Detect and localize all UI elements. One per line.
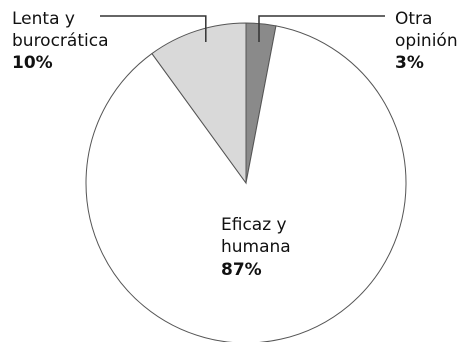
leader-lines	[100, 15, 385, 42]
label-otra-opinion: Otra opinión 3%	[395, 9, 458, 73]
pie-slice-eficaz-y-humana	[85, 25, 407, 342]
label-lenta-value: 10%	[12, 53, 53, 73]
pie-slices	[85, 22, 407, 342]
label-eficaz-value: 87%	[221, 260, 262, 280]
label-otra-opinion-line1: Otra	[395, 9, 432, 29]
label-eficaz-humana: Eficaz y humana 87%	[221, 215, 291, 280]
leader-line-otra-opinion	[258, 15, 385, 42]
label-lenta-line1: Lenta y	[12, 9, 75, 29]
label-otra-opinion-line2: opinión	[395, 31, 458, 51]
label-eficaz-line1: Eficaz y	[221, 215, 287, 235]
pie-slice-lenta-y-burocratica	[151, 22, 247, 185]
label-lenta-burocratica: Lenta y burocrática 10%	[12, 9, 109, 73]
leader-line-lenta-burocratica	[100, 15, 207, 42]
label-lenta-line2: burocrática	[12, 31, 109, 51]
label-eficaz-line2: humana	[221, 237, 291, 257]
label-otra-opinion-value: 3%	[395, 53, 424, 73]
